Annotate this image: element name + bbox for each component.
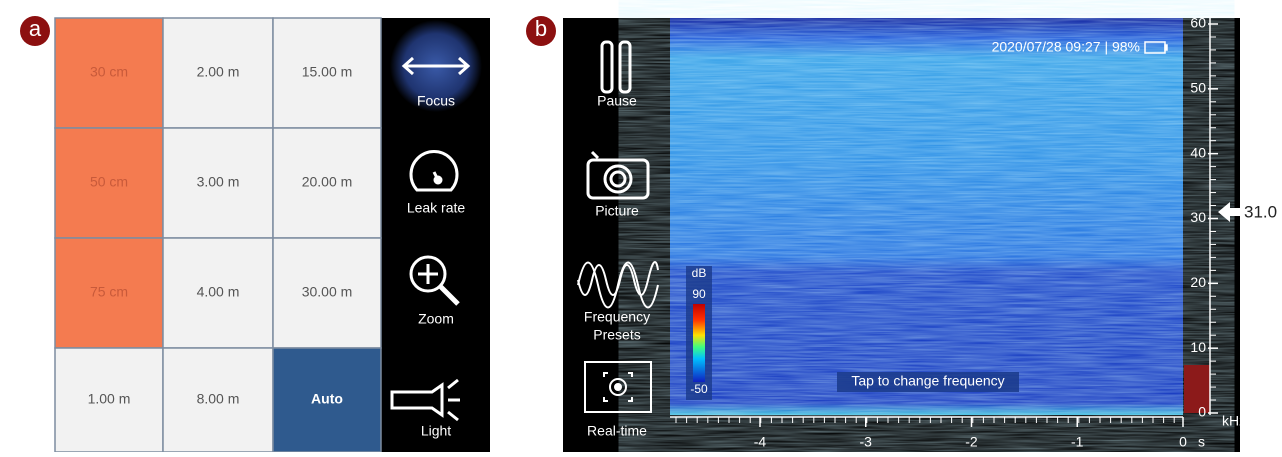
colorbar-max: 90: [692, 287, 706, 301]
tick-label: 30: [1190, 209, 1206, 225]
status: 2020/07/28 09:27 | 98%: [992, 39, 1140, 55]
distance-label[interactable]: 30 cm: [90, 64, 128, 80]
tick-label: 20: [1190, 274, 1206, 290]
menu-label[interactable]: Focus: [417, 93, 455, 109]
screenshot: a 30 cm 2.00 m 15.00 m 50 cm 3.00 m 20.00 m 75…: [0, 0, 1282, 452]
marker-label: 31.0: [1244, 203, 1277, 222]
tick-label: -4: [754, 434, 767, 450]
level-bar: [1184, 365, 1210, 413]
tick-label: 0: [1198, 404, 1206, 420]
colorbar-min: -50: [690, 382, 708, 396]
tick-label: -2: [965, 434, 978, 450]
axis-unit: kHz: [1222, 413, 1246, 429]
menu-label[interactable]: Frequency: [584, 309, 650, 325]
colorbar: [693, 304, 705, 382]
colorbar-unit: dB: [692, 266, 707, 280]
distance-label[interactable]: 30.00 m: [302, 284, 353, 300]
menu-label[interactable]: Light: [421, 423, 451, 439]
distance-label[interactable]: 1.00 m: [88, 391, 131, 407]
distance-label[interactable]: 3.00 m: [197, 174, 240, 190]
tick-label: -3: [860, 434, 873, 450]
menu-label[interactable]: Zoom: [418, 311, 454, 327]
tick-label: 0: [1179, 434, 1187, 450]
distance-label[interactable]: 20.00 m: [302, 174, 353, 190]
distance-label[interactable]: 2.00 m: [197, 64, 240, 80]
distance-label[interactable]: 8.00 m: [197, 391, 240, 407]
tick-label: 40: [1190, 144, 1206, 160]
panel-label: a: [29, 16, 42, 41]
menu-label[interactable]: Real-time: [587, 423, 647, 439]
axis-unit: s: [1198, 434, 1205, 450]
distance-label[interactable]: 4.00 m: [197, 284, 240, 300]
hint[interactable]: Tap to change frequency: [851, 373, 1004, 389]
distance-label[interactable]: 50 cm: [90, 174, 128, 190]
page: a 30 cm 2.00 m 15.00 m 50 cm 3.00 m 20.00 m 75…: [0, 0, 1282, 452]
panel-label: b: [535, 16, 547, 41]
tick-label: -1: [1071, 434, 1084, 450]
distance-label[interactable]: Auto: [311, 391, 343, 407]
menu-label[interactable]: Presets: [593, 327, 640, 343]
spectrogram-texture: [670, 18, 1183, 415]
menu-label[interactable]: Picture: [595, 203, 639, 219]
tick-label: 50: [1190, 80, 1206, 96]
tick-label: 10: [1190, 339, 1206, 355]
menu-label[interactable]: Leak rate: [407, 200, 466, 216]
panel-b: b dB 90 -50 Tap to change frequency 2020…: [526, 15, 1277, 452]
distance-label[interactable]: 15.00 m: [302, 64, 353, 80]
tick-label: 60: [1190, 15, 1206, 31]
panel-a: a 30 cm 2.00 m 15.00 m 50 cm 3.00 m 20.00 m 75…: [20, 16, 490, 452]
menu-label[interactable]: Pause: [597, 93, 637, 109]
distance-label[interactable]: 75 cm: [90, 284, 128, 300]
